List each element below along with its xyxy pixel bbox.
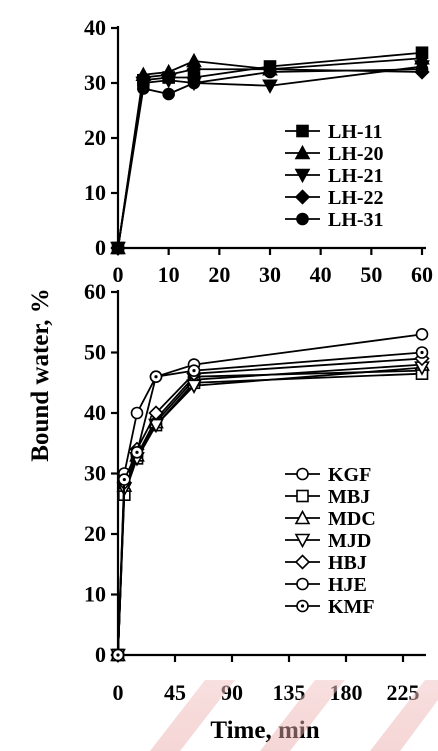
series-kmf <box>111 346 429 662</box>
y-tick-label: 0 <box>95 235 106 260</box>
data-point-kmf-dot <box>135 450 139 454</box>
legend-entry-hje: HJE <box>285 574 367 596</box>
y-tick-label: 30 <box>84 70 106 95</box>
series-mjd <box>110 361 430 664</box>
x-tick-label: 0 <box>113 262 124 287</box>
data-point-kmf-dot <box>192 369 196 373</box>
y-tick-label: 10 <box>84 180 106 205</box>
y-tick-label: 20 <box>84 521 106 546</box>
data-point-lh-21 <box>262 79 278 94</box>
data-point-lh-31 <box>263 65 277 79</box>
series-line-lh-31 <box>117 68 423 249</box>
data-point-hbj <box>148 405 164 421</box>
data-point-kmf-dot <box>420 350 424 355</box>
x-tick-label: 50 <box>360 262 382 287</box>
legend-entry-lh-21: LH-21 <box>285 165 384 187</box>
y-axis-title: Bound water, % <box>27 288 54 461</box>
legend-marker <box>294 554 311 570</box>
x-tick-label: 40 <box>310 262 332 287</box>
legend-entry-mdc: MDC <box>285 508 376 530</box>
x-tick-label: 180 <box>330 680 363 705</box>
legend-marker <box>294 189 311 205</box>
legend-label: LH-21 <box>328 165 384 187</box>
legend-marker-dot <box>300 604 305 608</box>
legend-label: LH-22 <box>328 187 384 209</box>
legend-marker <box>296 489 309 503</box>
legend-marker <box>294 144 311 160</box>
x-tick-label: 225 <box>387 680 420 705</box>
legend-marker <box>296 124 309 138</box>
legend-label: KMF <box>328 596 375 618</box>
legend-marker <box>296 212 309 226</box>
legend-marker <box>296 467 309 481</box>
legend-marker <box>296 577 309 591</box>
legend-entry-hbj: HBJ <box>285 552 367 574</box>
legend-entry-lh-11: LH-11 <box>285 121 382 143</box>
data-point-lh-22 <box>186 61 202 77</box>
legend-entry-lh-31: LH-31 <box>285 209 384 231</box>
data-point-kmf-dot <box>122 477 126 482</box>
series-line-mbj <box>117 372 423 656</box>
series-mdc <box>110 356 430 662</box>
legend-entry-lh-22: LH-22 <box>285 187 384 209</box>
legend-marker <box>294 533 311 549</box>
legend-label: HJE <box>328 574 367 596</box>
series-line-mdc <box>117 363 423 656</box>
x-tick-label: 45 <box>164 680 186 705</box>
legend-entry-lh-20: LH-20 <box>285 143 384 165</box>
legend-entry-mbj: MBJ <box>285 486 370 508</box>
data-point-lh-31 <box>162 87 175 101</box>
series-line-hje <box>117 333 423 656</box>
legend-entry-kmf: KMF <box>285 596 375 618</box>
legend-label: MBJ <box>328 486 370 508</box>
legend-entry-kgf: KGF <box>285 464 371 486</box>
y-tick-label: 20 <box>84 125 106 150</box>
data-point-kmf-dot <box>154 375 158 379</box>
data-point-lh-31 <box>187 76 201 90</box>
y-tick-label: 30 <box>84 461 106 486</box>
legend-label: MDC <box>328 508 376 530</box>
legend-label: LH-31 <box>328 209 384 231</box>
series-line-kmf <box>117 351 423 656</box>
x-tick-label: 90 <box>221 680 243 705</box>
legend-label: HBJ <box>328 552 367 574</box>
x-axis-title: Time, min <box>210 717 319 744</box>
y-tick-label: 40 <box>84 400 106 425</box>
y-tick-label: 0 <box>95 642 106 667</box>
legend-label: KGF <box>328 464 371 486</box>
y-tick-label: 40 <box>84 15 106 40</box>
series-line-lh-22 <box>117 68 423 249</box>
series-lh-31 <box>111 62 429 255</box>
x-tick-label: 135 <box>273 680 306 705</box>
data-point-hje <box>415 328 429 341</box>
y-tick-label: 50 <box>84 340 106 365</box>
legend-label: LH-11 <box>328 121 382 143</box>
data-point-lh-22 <box>161 67 177 83</box>
legend-entry-mjd: MJD <box>285 530 371 552</box>
data-point-hje <box>130 406 144 420</box>
legend-marker <box>294 509 311 525</box>
x-tick-label: 20 <box>208 262 230 287</box>
x-tick-label: 10 <box>158 262 180 287</box>
data-point-lh-31 <box>137 82 150 95</box>
data-point-lh-31 <box>415 62 429 76</box>
legend-label: LH-20 <box>328 143 384 165</box>
legend-label: MJD <box>328 530 371 552</box>
series-hbj <box>110 350 430 663</box>
legend-marker <box>294 168 311 184</box>
y-tick-label: 60 <box>84 279 106 304</box>
y-tick-label: 10 <box>84 582 106 607</box>
data-point-kmf-dot <box>116 653 120 657</box>
x-tick-label: 0 <box>113 680 124 705</box>
series-line-hbj <box>117 357 423 656</box>
x-tick-label: 30 <box>259 262 281 287</box>
data-point-lh-31 <box>111 241 125 255</box>
x-tick-label: 60 <box>411 262 433 287</box>
